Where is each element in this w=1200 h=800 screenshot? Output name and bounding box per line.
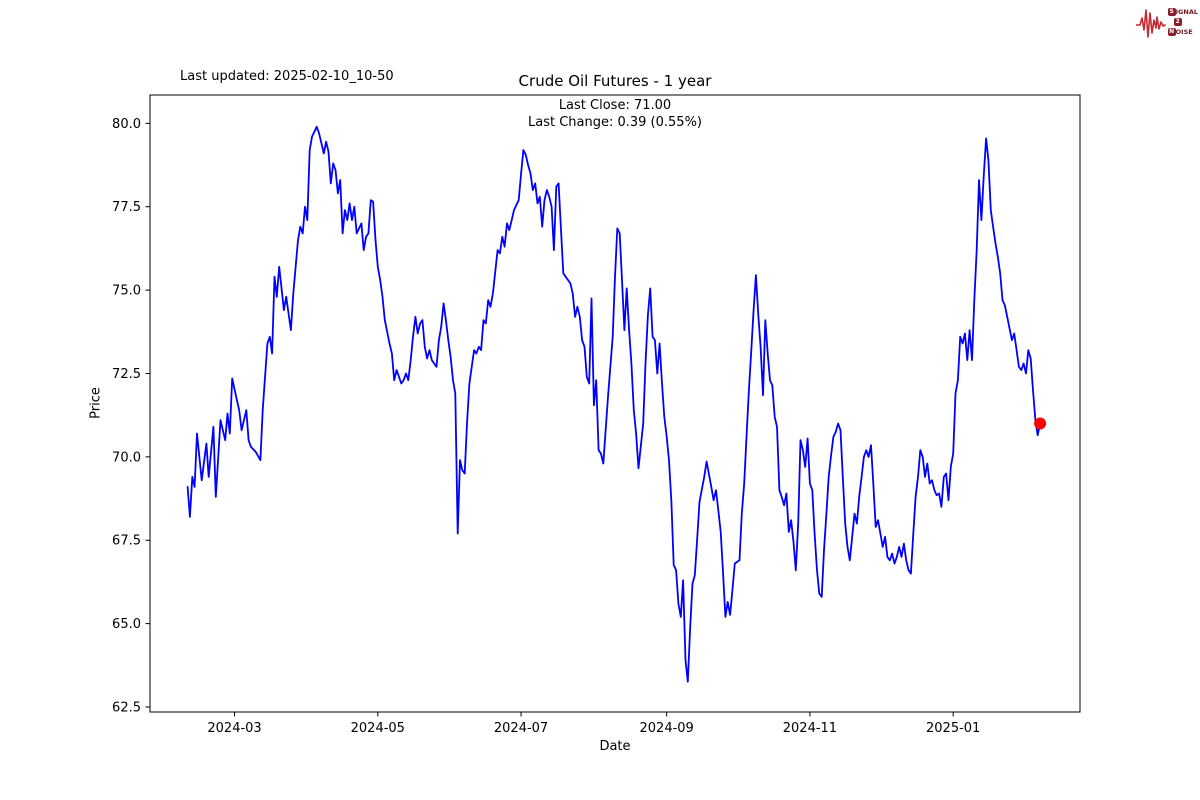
y-tick-label: 62.5 [112,700,141,715]
logo-text: S IGNAL 2 N OISE [1167,8,1198,37]
logo-word-signal: IGNAL [1175,8,1198,16]
logo-letter-n: N [1167,28,1176,36]
last-close-annotation: Last Close: 71.00 Last Change: 0.39 (0.5… [150,97,1080,131]
last-close-line: Last Close: 71.00 [558,98,672,113]
last-price-marker [1034,417,1047,430]
y-tick-label: 77.5 [112,200,141,215]
x-tick-label: 2024-07 [494,721,548,736]
x-tick-label: 2025-01 [926,721,980,736]
x-axis-label: Date [599,739,631,754]
y-tick-label: 80.0 [112,117,141,132]
logo-letter-2: 2 [1173,18,1182,26]
y-tick-label: 72.5 [112,367,141,382]
x-tick-label: 2024-03 [207,721,261,736]
x-tick-label: 2024-11 [783,721,837,736]
chart-title: Crude Oil Futures - 1 year [518,72,712,90]
logo-word-noise: OISE [1175,28,1193,36]
waveform-icon [1135,9,1166,38]
price-line [186,125,1041,683]
signal2noise-logo: S IGNAL 2 N OISE [1135,4,1198,40]
x-tick-label: 2024-09 [640,721,694,736]
plot-area-border [149,94,1081,713]
logo-letter-s: S [1167,8,1176,16]
last-updated-text: Last updated: 2025-02-10_10-50 [180,69,394,84]
y-tick-label: 70.0 [112,450,141,465]
y-tick-label: 65.0 [112,617,141,632]
y-tick-label: 75.0 [112,284,141,299]
y-axis-label: Price [88,387,104,419]
last-change-line: Last Change: 0.39 (0.55%) [527,115,702,130]
y-tick-label: 67.5 [112,534,141,549]
x-tick-label: 2024-05 [351,721,405,736]
